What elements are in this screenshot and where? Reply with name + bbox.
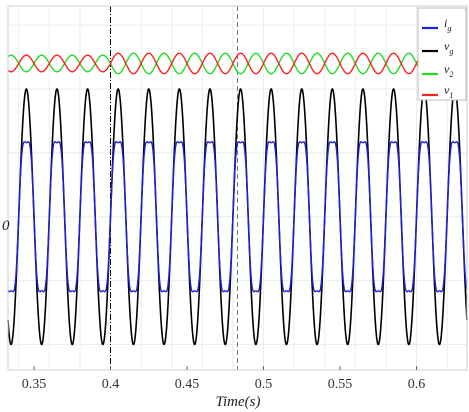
x-axis-title: Time(s) bbox=[216, 394, 261, 410]
legend-label-v-2: v2 bbox=[444, 62, 453, 79]
legend-label-subscript: 2 bbox=[449, 70, 453, 79]
legend-label-subscript: 1 bbox=[449, 91, 453, 100]
legend-label-subscript: g bbox=[449, 47, 453, 56]
legend-label-v-1: v1 bbox=[444, 83, 453, 100]
legend-label-i-g: ig bbox=[444, 16, 451, 33]
vertical-markers bbox=[110, 6, 238, 370]
series-line-i-g bbox=[7, 141, 468, 293]
x-tick-label-5: 0.6 bbox=[408, 377, 426, 392]
series-lines bbox=[7, 52, 468, 346]
legend-label-symbol: v bbox=[444, 62, 450, 76]
y-tick-label-0: 0 bbox=[2, 218, 10, 234]
legend-label-symbol: v bbox=[444, 39, 450, 53]
legend-label-symbol: i bbox=[444, 16, 447, 30]
x-ticks: 0.35 0.4 0.45 0.5 0.55 0.6 bbox=[22, 366, 426, 392]
series-line-v-2 bbox=[7, 52, 468, 75]
legend-label-symbol: v bbox=[444, 83, 450, 97]
legend-label-subscript: g bbox=[447, 24, 451, 33]
plot-area bbox=[8, 6, 467, 370]
x-tick-label-0: 0.35 bbox=[22, 377, 47, 392]
plot-frame bbox=[7, 5, 468, 371]
series-line-v-1 bbox=[7, 52, 468, 75]
x-tick-label-3: 0.5 bbox=[255, 377, 273, 392]
legend-box bbox=[417, 7, 467, 101]
x-tick-label-1: 0.4 bbox=[102, 377, 120, 392]
x-tick-label-4: 0.55 bbox=[328, 377, 353, 392]
series-line-v-g bbox=[7, 88, 468, 346]
x-tick-label-2: 0.45 bbox=[175, 377, 200, 392]
legend-label-v-g: vg bbox=[444, 39, 453, 56]
